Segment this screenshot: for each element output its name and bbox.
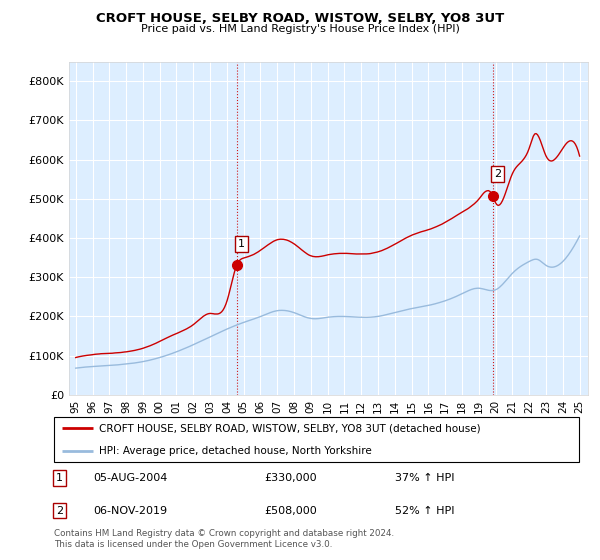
Text: 37% ↑ HPI: 37% ↑ HPI	[395, 473, 455, 483]
Text: 05-AUG-2004: 05-AUG-2004	[94, 473, 168, 483]
Text: Price paid vs. HM Land Registry's House Price Index (HPI): Price paid vs. HM Land Registry's House …	[140, 24, 460, 34]
Text: CROFT HOUSE, SELBY ROAD, WISTOW, SELBY, YO8 3UT: CROFT HOUSE, SELBY ROAD, WISTOW, SELBY, …	[96, 12, 504, 25]
Text: 2: 2	[56, 506, 63, 516]
Text: 1: 1	[56, 473, 63, 483]
Text: CROFT HOUSE, SELBY ROAD, WISTOW, SELBY, YO8 3UT (detached house): CROFT HOUSE, SELBY ROAD, WISTOW, SELBY, …	[98, 423, 480, 433]
Text: 1: 1	[238, 239, 245, 249]
Text: HPI: Average price, detached house, North Yorkshire: HPI: Average price, detached house, Nort…	[98, 446, 371, 456]
Text: 2: 2	[494, 169, 502, 179]
Text: £508,000: £508,000	[264, 506, 317, 516]
Text: 52% ↑ HPI: 52% ↑ HPI	[395, 506, 455, 516]
Text: £330,000: £330,000	[264, 473, 317, 483]
Text: Contains HM Land Registry data © Crown copyright and database right 2024.
This d: Contains HM Land Registry data © Crown c…	[54, 529, 394, 549]
FancyBboxPatch shape	[54, 417, 579, 462]
Text: 06-NOV-2019: 06-NOV-2019	[94, 506, 167, 516]
